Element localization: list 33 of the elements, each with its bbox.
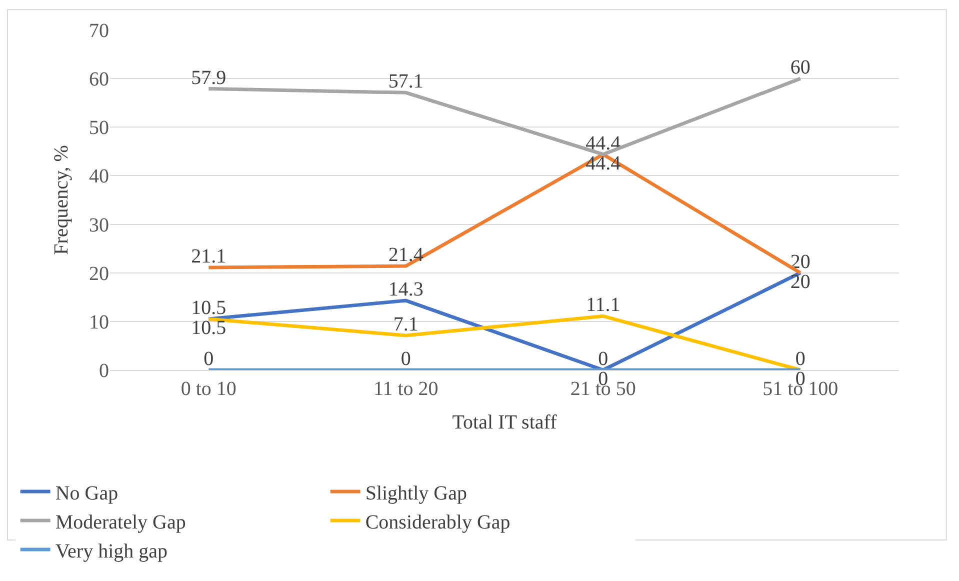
y-tick-label: 20 — [89, 262, 109, 285]
data-label: 57.9 — [191, 66, 226, 89]
data-label: 60 — [790, 56, 810, 79]
y-tick-label: 10 — [89, 311, 109, 334]
x-tick-label: 11 to 20 — [373, 378, 438, 400]
y-tick-label: 40 — [89, 166, 109, 188]
data-label: 0 — [598, 348, 608, 370]
data-label: 7.1 — [393, 314, 418, 336]
data-label: 10.5 — [191, 297, 226, 319]
legend-label: Considerably Gap — [365, 511, 510, 534]
data-label: 0 — [400, 348, 411, 370]
y-tick-label: 50 — [89, 117, 109, 140]
data-label: 57.1 — [388, 70, 424, 93]
data-label: 11.1 — [586, 294, 620, 316]
legend-label: Slightly Gap — [365, 482, 467, 504]
data-label: 44.4 — [586, 132, 621, 154]
legend-label: Very high gap — [55, 540, 168, 562]
data-label: 21.4 — [388, 244, 424, 266]
legend-label: No Gap — [55, 482, 118, 504]
y-tick-label: 30 — [89, 214, 109, 236]
y-tick-label: 0 — [99, 360, 109, 382]
data-label: 21.1 — [191, 246, 226, 268]
x-axis-title: Total IT staff — [452, 412, 558, 434]
data-label: 20 — [790, 270, 810, 293]
y-tick-label: 70 — [89, 20, 109, 42]
y-tick-label: 60 — [89, 68, 109, 91]
data-label: 0 — [795, 348, 806, 370]
legend-label: Moderately Gap — [55, 511, 186, 534]
y-axis-title: Frequency, % — [50, 145, 72, 255]
data-label: 14.3 — [388, 278, 424, 301]
data-label: 10.5 — [191, 317, 226, 339]
data-label: 0 — [204, 348, 214, 370]
x-tick-label: 0 to 10 — [180, 378, 236, 400]
